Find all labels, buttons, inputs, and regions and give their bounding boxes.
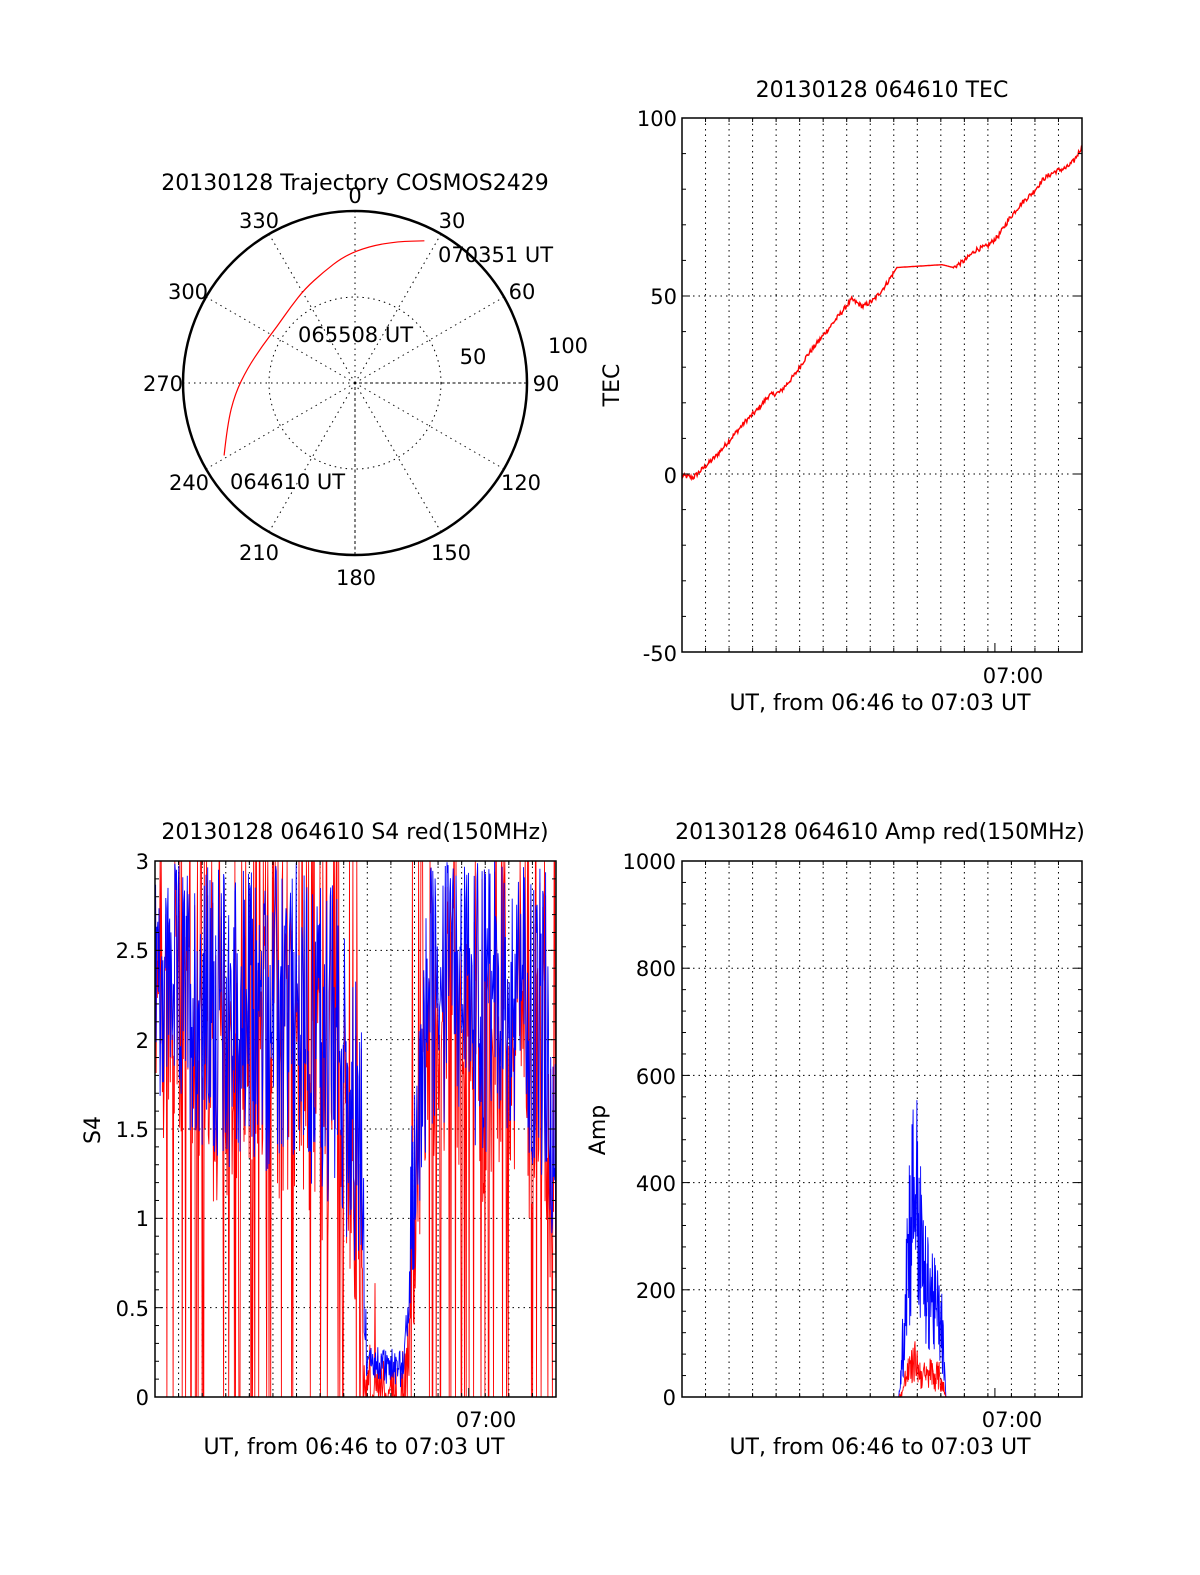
trajectory-line bbox=[223, 240, 425, 456]
tec-y-axis-label: TEC bbox=[600, 364, 625, 408]
amp-y-axis-label: Amp bbox=[586, 1105, 611, 1155]
azimuth-label-180: 180 bbox=[336, 566, 376, 590]
azimuth-label-300: 300 bbox=[168, 280, 208, 304]
azimuth-label-120: 120 bbox=[501, 471, 541, 495]
amp-ytick-200: 200 bbox=[636, 1279, 676, 1303]
azimuth-label-330: 330 bbox=[239, 209, 279, 233]
azimuth-spoke-330 bbox=[268, 233, 356, 384]
azimuth-labels: 0 30 60 90 120 150 180 210 240 270 300 3… bbox=[143, 184, 559, 590]
s4-ytick-1.5: 1.5 bbox=[116, 1118, 149, 1142]
tec-tick-marks bbox=[682, 117, 1082, 653]
polar-inner-ring bbox=[268, 296, 442, 470]
tec-ytick-0: 0 bbox=[664, 464, 677, 488]
s4-tick-marks bbox=[155, 860, 556, 1398]
azimuth-label-90: 90 bbox=[533, 372, 560, 396]
trajectory-end-label: 070351 UT bbox=[438, 243, 553, 267]
azimuth-spoke-300 bbox=[205, 296, 356, 384]
tec-ytick-100: 100 bbox=[637, 107, 677, 131]
amp-tick-marks bbox=[682, 860, 1082, 1398]
amp-blue-series bbox=[682, 1100, 1082, 1398]
tec-ytick-50: 50 bbox=[650, 285, 677, 309]
s4-ytick-2.5: 2.5 bbox=[116, 939, 149, 963]
amp-x-axis-label: UT, from 06:46 to 07:03 UT bbox=[729, 1435, 1031, 1460]
azimuth-spoke-240 bbox=[205, 382, 356, 470]
amp-title: 20130128 064610 Amp red(150MHz) bbox=[675, 820, 1085, 845]
trajectory-mid-label: 065508 UT bbox=[298, 323, 413, 347]
amp-ytick-600: 600 bbox=[636, 1065, 676, 1089]
s4-ytick-1: 1 bbox=[136, 1207, 149, 1231]
amp-panel: 20130128 064610 Amp red(150MHz) 1000 800… bbox=[586, 820, 1085, 1460]
amp-ytick-400: 400 bbox=[636, 1172, 676, 1196]
azimuth-label-240: 240 bbox=[169, 471, 209, 495]
amp-ytick-800: 800 bbox=[636, 957, 676, 981]
tec-series-line bbox=[681, 145, 1083, 482]
amp-ytick-1000: 1000 bbox=[623, 850, 676, 874]
s4-blue-series bbox=[154, 861, 557, 1388]
s4-title: 20130128 064610 S4 red(150MHz) bbox=[161, 820, 548, 845]
tec-x-axis-label: UT, from 06:46 to 07:03 UT bbox=[729, 691, 1031, 716]
tec-panel: 20130128 064610 TEC 100 50 0 -50 07:00 U… bbox=[600, 78, 1083, 716]
amp-xtick-0700: 07:00 bbox=[982, 1408, 1043, 1432]
azimuth-spoke-120 bbox=[354, 382, 505, 470]
s4-ytick-2: 2 bbox=[136, 1029, 149, 1053]
azimuth-label-210: 210 bbox=[239, 541, 279, 565]
amp-ytick-0: 0 bbox=[663, 1386, 676, 1410]
trajectory-title: 20130128 Trajectory COSMOS2429 bbox=[161, 171, 548, 196]
polar-grid bbox=[183, 211, 527, 555]
tec-ytick-neg50: -50 bbox=[643, 642, 677, 666]
elevation-label-100: 100 bbox=[548, 334, 588, 358]
tec-title: 20130128 064610 TEC bbox=[756, 78, 1009, 103]
azimuth-label-150: 150 bbox=[431, 541, 471, 565]
amp-plot-frame bbox=[681, 860, 1083, 1398]
s4-panel: 20130128 064610 S4 red(150MHz) 3 2.5 2 1… bbox=[81, 820, 557, 1460]
s4-ytick-0: 0 bbox=[136, 1386, 149, 1410]
tec-xtick-0700: 07:00 bbox=[983, 664, 1044, 688]
tec-plot-frame bbox=[681, 117, 1083, 653]
azimuth-spoke-30 bbox=[354, 233, 442, 384]
azimuth-label-30: 30 bbox=[439, 209, 466, 233]
azimuth-label-0: 0 bbox=[348, 184, 361, 208]
azimuth-spoke-60 bbox=[354, 296, 505, 384]
trajectory-panel: 20130128 Trajectory COSMOS2429 0 30 60 9… bbox=[143, 171, 588, 590]
s4-ytick-0.5: 0.5 bbox=[116, 1297, 149, 1321]
s4-ytick-3: 3 bbox=[136, 850, 149, 874]
s4-xtick-0700: 07:00 bbox=[456, 1408, 517, 1432]
amp-grid bbox=[682, 861, 1082, 1397]
tec-grid bbox=[682, 118, 1082, 652]
polar-outer-ring bbox=[181, 209, 529, 557]
azimuth-label-270: 270 bbox=[143, 372, 183, 396]
elevation-label-50: 50 bbox=[460, 345, 487, 369]
s4-x-axis-label: UT, from 06:46 to 07:03 UT bbox=[203, 1435, 505, 1460]
s4-y-axis-label: S4 bbox=[81, 1116, 106, 1144]
azimuth-spoke-210 bbox=[268, 382, 356, 533]
trajectory-start-label: 064610 UT bbox=[230, 470, 345, 494]
azimuth-spoke-150 bbox=[354, 382, 442, 533]
amp-red-series bbox=[682, 1341, 1082, 1398]
azimuth-label-60: 60 bbox=[509, 280, 536, 304]
